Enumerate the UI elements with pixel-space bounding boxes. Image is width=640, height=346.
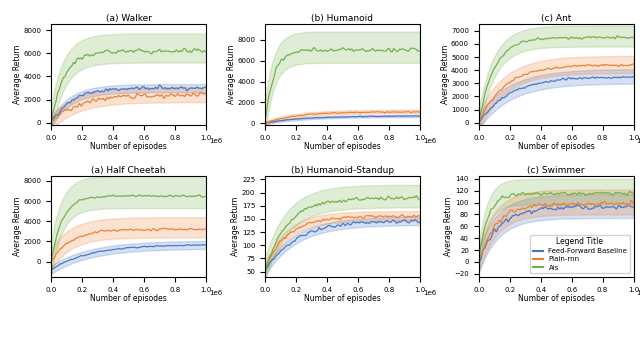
X-axis label: Number of episodes: Number of episodes	[304, 294, 381, 303]
Text: 1e6: 1e6	[423, 290, 436, 296]
X-axis label: Number of episodes: Number of episodes	[518, 294, 595, 303]
Title: (c) Swimmer: (c) Swimmer	[527, 166, 585, 175]
Y-axis label: Average Return: Average Return	[227, 45, 236, 104]
Y-axis label: Average Return: Average Return	[13, 45, 22, 104]
X-axis label: Number of episodes: Number of episodes	[90, 142, 167, 151]
Title: (c) Ant: (c) Ant	[541, 15, 572, 24]
Y-axis label: Average Return: Average Return	[13, 197, 22, 256]
Text: 1e6: 1e6	[209, 290, 223, 296]
Text: 1e6: 1e6	[637, 290, 640, 296]
Title: (a) Half Cheetah: (a) Half Cheetah	[92, 166, 166, 175]
X-axis label: Number of episodes: Number of episodes	[90, 294, 167, 303]
Y-axis label: Average Return: Average Return	[444, 197, 453, 256]
Y-axis label: Average Return: Average Return	[231, 197, 241, 256]
X-axis label: Number of episodes: Number of episodes	[304, 142, 381, 151]
Title: (b) Humanoid: (b) Humanoid	[312, 15, 373, 24]
Y-axis label: Average Return: Average Return	[440, 45, 449, 104]
Title: (a) Walker: (a) Walker	[106, 15, 152, 24]
X-axis label: Number of episodes: Number of episodes	[518, 142, 595, 151]
Text: 1e6: 1e6	[637, 138, 640, 144]
Title: (b) Humanoid-Standup: (b) Humanoid-Standup	[291, 166, 394, 175]
Text: 1e6: 1e6	[209, 138, 223, 144]
Text: 1e6: 1e6	[423, 138, 436, 144]
Legend: Feed-Forward Baseline, Plain-rnn, Ais: Feed-Forward Baseline, Plain-rnn, Ais	[530, 235, 630, 273]
